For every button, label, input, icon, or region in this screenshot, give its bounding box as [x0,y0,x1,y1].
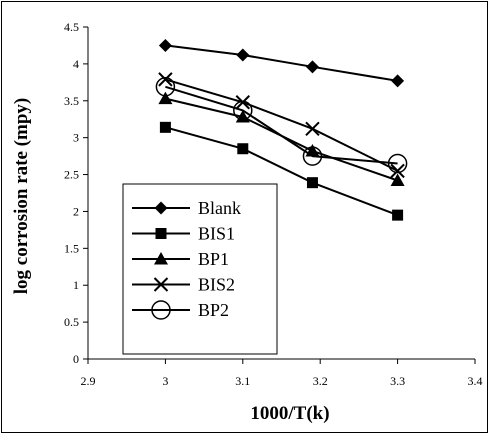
data-point [158,91,173,105]
data-point [155,77,176,97]
y-tick-label: 1.5 [64,241,79,255]
legend-box [122,183,278,355]
legend: Blank BIS1 BP1 BIS2 BP2 [122,183,278,355]
data-point [390,173,405,186]
y-tick-label: 3.5 [64,94,79,108]
data-point [236,48,250,62]
tick-marks [83,26,476,364]
x-axis-title: 1000/T(k) [250,403,329,424]
x-tick-label: 3.2 [313,374,328,388]
series-line [165,44,398,82]
legend-label: BIS2 [198,275,235,295]
y-tick-label: 3 [73,131,79,145]
legend-item: BP2 [132,300,229,320]
y-tick-label: 2 [73,204,79,218]
legend-marker [153,277,169,292]
legend-label: BIS1 [198,224,235,244]
legend-label: BP1 [198,249,229,269]
series-bis2 [158,72,405,179]
data-point [305,121,320,137]
legend-marker [155,228,167,239]
series-line [165,78,399,172]
x-tick-label: 3.3 [390,374,405,388]
x-tick-label: 2.9 [81,374,96,388]
y-tick-label: 2.5 [64,168,79,182]
y-tick-label: 0.5 [64,315,79,329]
series-bp2 [155,77,408,174]
y-tick-label: 4.5 [64,20,79,34]
legend-marker [151,300,171,320]
data-point [302,146,323,166]
data-point [158,38,172,52]
tick-labels: 0 0.5 1 1.5 2 2.5 3 3.5 4 4.5 2.9 3 3.1 3.2 3.3 3.4 [64,20,483,388]
legend-item: BIS2 [132,275,235,295]
data-point [159,121,171,133]
legend-item: Blank [132,198,241,218]
y-tick-label: 0 [73,352,79,366]
x-tick-label: 3 [162,374,168,388]
data-point [235,95,251,110]
y-axis-title: log corrosion rate (mpy) [11,98,32,294]
data-point [391,74,405,88]
series-layer [155,38,408,221]
data-point [306,177,318,189]
axes [87,27,475,360]
legend-marker [154,252,168,265]
series-line [165,85,398,165]
legend-marker [154,201,168,215]
series-blank [158,38,405,88]
legend-item: BIS1 [132,224,235,244]
data-point [305,60,319,74]
series-line [165,126,398,217]
data-point [233,100,253,121]
data-point [387,153,408,174]
x-tick-label: 3.1 [235,374,250,388]
legend-label: BP2 [198,300,229,320]
x-tick-label: 3.4 [468,374,483,388]
data-point [390,163,405,179]
series-bis1 [159,121,404,221]
legend-label: Blank [198,198,241,218]
data-point [237,143,249,155]
legend-item: BP1 [132,249,229,269]
data-point [158,72,173,87]
y-tick-label: 4 [73,57,79,71]
y-tick-label: 1 [73,278,79,292]
data-point [392,209,404,221]
